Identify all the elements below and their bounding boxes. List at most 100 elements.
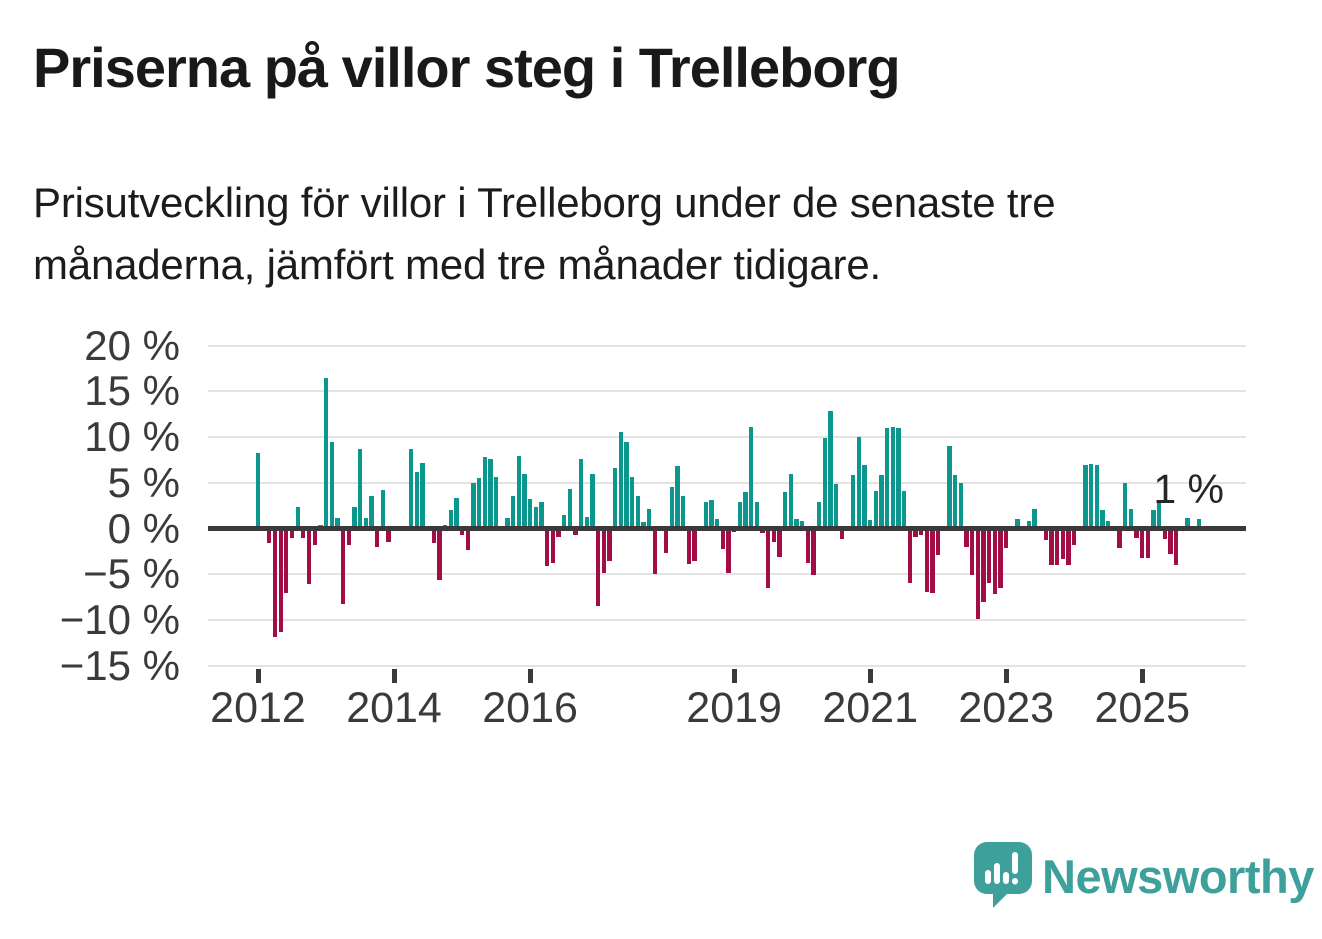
- bar-2018-03: [675, 466, 680, 529]
- bar-2024-06: [1100, 510, 1105, 529]
- y-axis-label--15: −15 %: [59, 641, 180, 689]
- bar-2013-08: [363, 518, 368, 529]
- bar-2017-11: [652, 528, 657, 575]
- newsworthy-logo-icon: [973, 841, 1033, 911]
- bar-2014-05: [414, 471, 419, 529]
- bar-2024-12: [1134, 528, 1139, 538]
- bar-2021-08: [907, 528, 913, 584]
- bar-2021-09: [913, 528, 918, 537]
- y-axis-label-15: 15 %: [84, 367, 180, 415]
- bar-2016-09: [573, 528, 578, 535]
- x-axis-tick-2019: [731, 669, 737, 683]
- bar-2015-07: [493, 477, 499, 529]
- gridline-15: [208, 390, 1246, 393]
- bar-2017-05: [618, 431, 623, 529]
- bar-2012-10: [306, 528, 312, 585]
- bar-2020-05: [822, 437, 827, 529]
- y-axis-label-0: 0 %: [107, 504, 180, 552]
- bar-2018-11: [720, 528, 725, 549]
- x-axis-label-2021: 2021: [822, 684, 919, 732]
- y-axis-label--5: −5 %: [83, 550, 180, 598]
- bar-2021-12: [930, 528, 935, 594]
- bar-2013-06: [352, 507, 357, 529]
- x-axis-label-2019: 2019: [686, 684, 782, 732]
- bar-2018-08: [703, 501, 708, 529]
- bar-2024-10: [1123, 482, 1128, 529]
- bar-2020-12: [862, 465, 867, 529]
- bar-2013-02: [329, 441, 334, 529]
- bar-2020-04: [817, 501, 822, 529]
- bar-2022-08: [975, 528, 981, 620]
- bar-2019-10: [783, 491, 788, 529]
- bar-2013-09: [369, 496, 374, 529]
- bar-2019-05: [754, 501, 759, 529]
- bar-2018-09: [709, 500, 714, 529]
- bar-2016-01: [527, 499, 533, 529]
- newsworthy-logo-text: Newsworthy: [1042, 850, 1314, 903]
- bar-2023-05: [1026, 521, 1032, 529]
- bar-2013-04: [340, 528, 346, 604]
- bar-2021-06: [896, 427, 901, 529]
- bar-2017-08: [635, 495, 640, 529]
- gridline-10: [208, 436, 1246, 439]
- bar-2015-04: [476, 478, 482, 529]
- bar-2025-04: [1157, 501, 1162, 529]
- bar-2019-02: [737, 501, 742, 529]
- bar-2016-05: [550, 528, 555, 564]
- bar-2022-05: [958, 482, 964, 529]
- bar-2022-10: [987, 528, 992, 584]
- bar-2023-11: [1060, 528, 1066, 559]
- bar-2023-01: [1004, 528, 1009, 548]
- x-axis-tick-2012: [255, 669, 261, 683]
- bar-2016-07: [561, 514, 567, 529]
- bar-2025-11: [1196, 519, 1202, 529]
- bar-2019-11: [788, 473, 793, 529]
- bar-2013-01: [323, 378, 329, 529]
- bar-2013-03: [335, 518, 340, 529]
- bar-2016-04: [544, 528, 550, 566]
- x-axis-label-2023: 2023: [958, 684, 1055, 732]
- bar-2014-06: [420, 462, 425, 529]
- bar-2022-04: [953, 474, 958, 529]
- bar-2017-01: [595, 528, 601, 607]
- bar-2017-06: [624, 441, 629, 529]
- bar-2015-03: [471, 482, 476, 529]
- bar-2015-01: [459, 528, 465, 535]
- bar-2016-06: [556, 528, 561, 537]
- bar-2014-08: [431, 528, 436, 544]
- bar-2012-01: [255, 452, 261, 529]
- bar-2023-12: [1066, 528, 1071, 566]
- bar-2022-06: [964, 528, 969, 547]
- bar-chart: 20 % 15 % 10 % 5 % 0 % −5 % −10 % −15 % 2012 2014…: [59, 323, 1246, 732]
- bar-2013-10: [374, 528, 380, 547]
- bar-2012-11: [312, 528, 317, 545]
- bar-2023-10: [1055, 528, 1060, 566]
- bar-2016-08: [567, 489, 572, 529]
- bar-2021-04: [885, 427, 890, 529]
- bar-2017-07: [629, 477, 635, 529]
- gridline-20: [208, 344, 1246, 347]
- bar-2015-05: [482, 457, 487, 529]
- bar-2018-10: [714, 519, 720, 529]
- gridline--5: [208, 573, 1246, 576]
- bar-2012-04: [272, 528, 278, 638]
- x-axis-tick-2023: [1003, 669, 1009, 683]
- bar-2014-11: [448, 510, 453, 529]
- page-title: Priserna på villor steg i Trelleborg: [33, 36, 901, 99]
- bar-2017-02: [601, 528, 606, 574]
- x-axis-tick-2021: [867, 669, 873, 683]
- gridline-5: [208, 481, 1246, 484]
- y-axis-label-5: 5 %: [107, 458, 180, 506]
- bar-2019-12: [794, 519, 799, 529]
- bar-2025-01: [1140, 528, 1145, 558]
- bar-2025-07: [1174, 528, 1179, 566]
- bar-2019-08: [771, 528, 776, 543]
- bar-2023-03: [1015, 519, 1020, 529]
- bar-2024-05: [1094, 465, 1100, 529]
- bar-2022-01: [936, 528, 941, 556]
- x-axis-label-2012: 2012: [210, 684, 306, 732]
- bar-2021-05: [890, 426, 896, 529]
- bar-2024-09: [1117, 528, 1122, 548]
- bar-2018-01: [663, 528, 669, 554]
